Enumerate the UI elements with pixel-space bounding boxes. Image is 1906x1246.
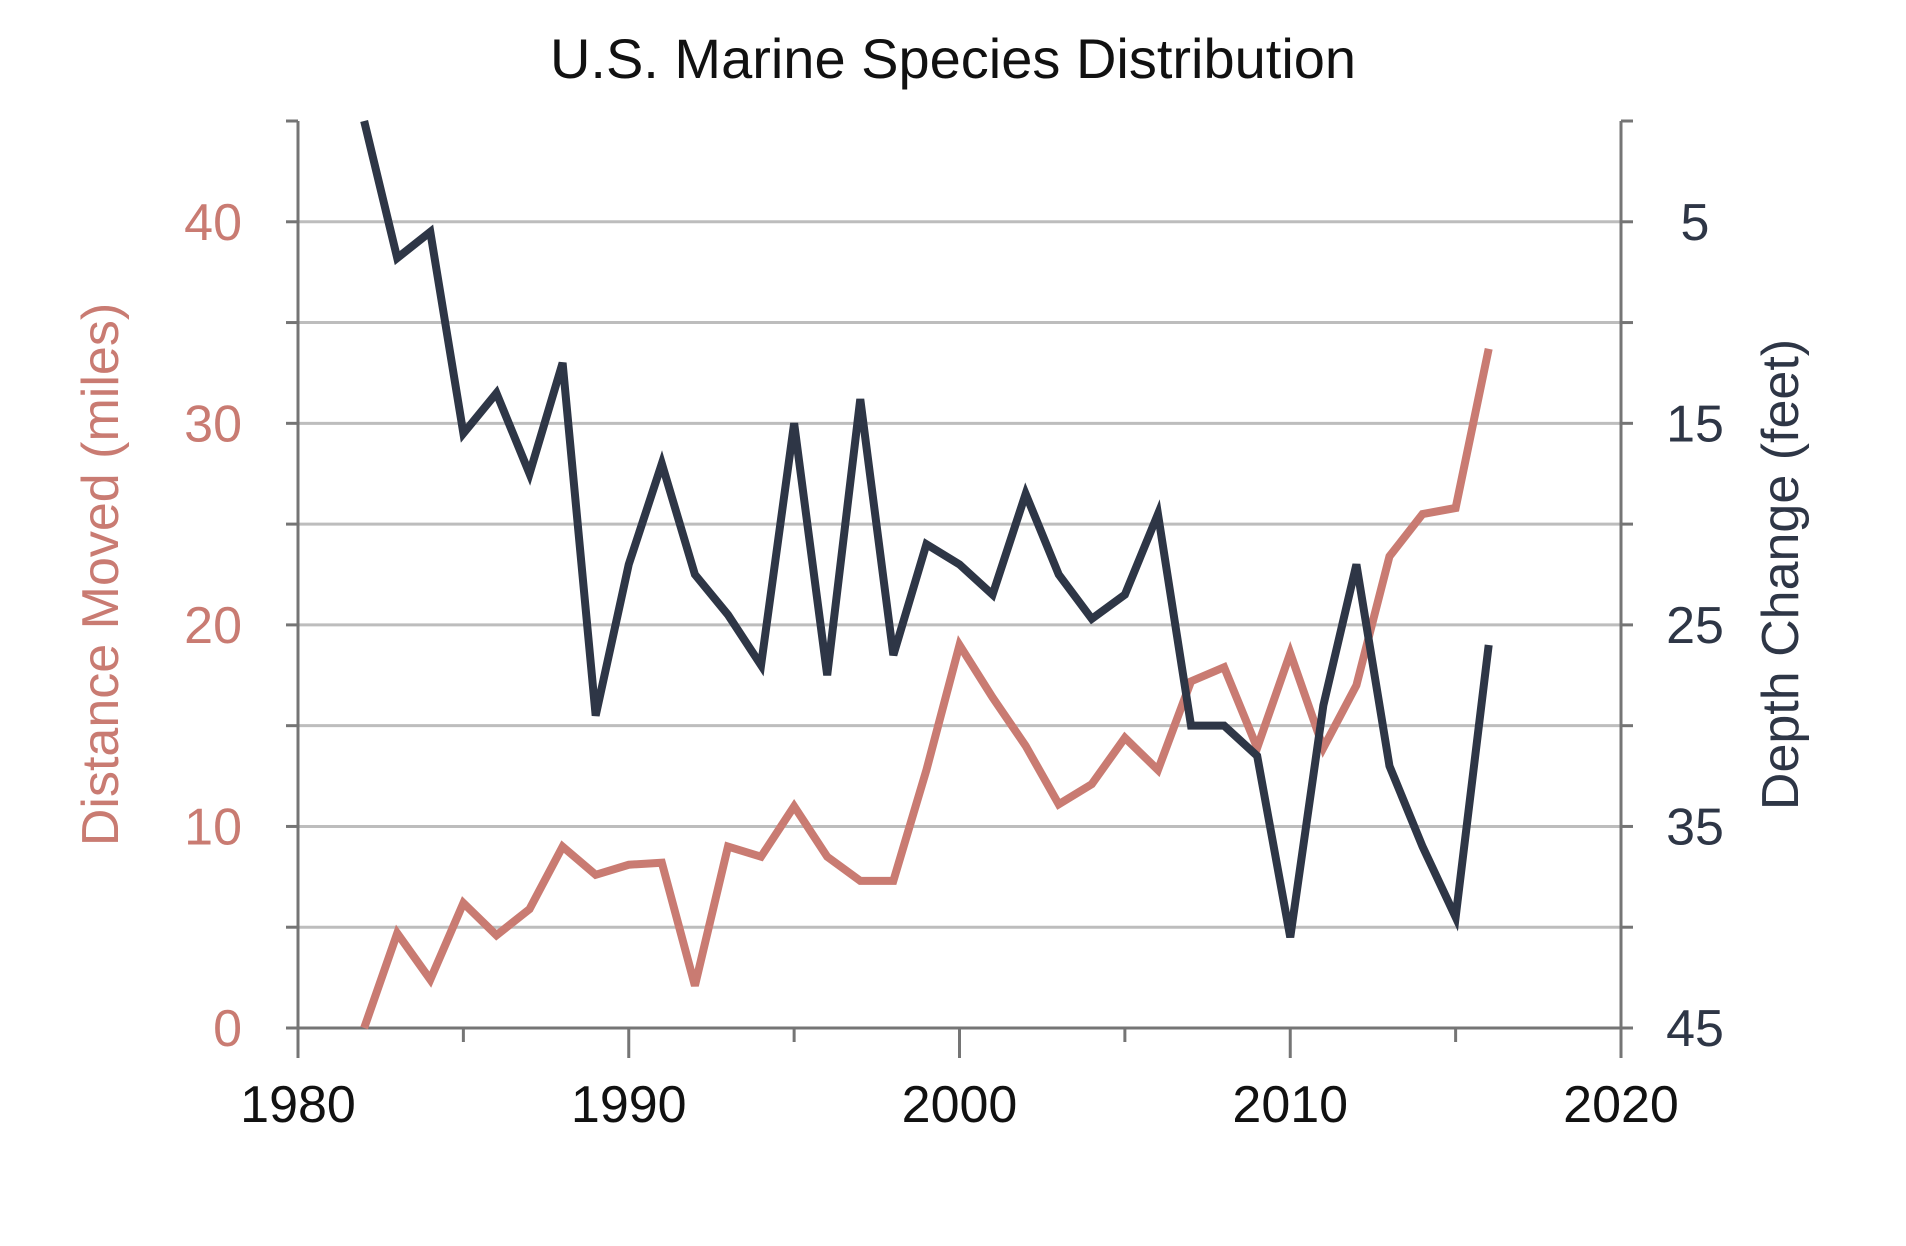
- tick-labels: 0 10 20 30 40 5 15 25 35 45 1980 1990 2000 2010 2020: [184, 194, 1724, 1134]
- y-right-tick-label: 25: [1666, 597, 1724, 655]
- x-tick-label: 2000: [902, 1076, 1018, 1134]
- series-lines: [360, 120, 1493, 1030]
- y-left-tick-label: 10: [184, 798, 242, 856]
- axes: [286, 119, 1633, 1058]
- y-right-tick-label: 35: [1666, 798, 1724, 856]
- grid-lines: [298, 220, 1621, 929]
- x-tick-label: 1990: [571, 1076, 687, 1134]
- y-axis-title-right: Depth Change (feet): [1752, 339, 1810, 810]
- y-left-tick-label: 40: [184, 194, 242, 252]
- x-tick-label: 1980: [240, 1076, 356, 1134]
- x-tick-label: 2010: [1232, 1076, 1348, 1134]
- distance-series-line: [360, 347, 1493, 1030]
- y-axis-title-left: Distance Moved (miles): [72, 303, 130, 846]
- depth-series-line: [360, 120, 1493, 939]
- y-left-tick-label: 30: [184, 395, 242, 453]
- y-right-tick-label: 15: [1666, 395, 1724, 453]
- x-tick-label: 2020: [1563, 1076, 1679, 1134]
- y-left-tick-label: 0: [213, 1000, 242, 1058]
- y-right-tick-label: 5: [1681, 194, 1710, 252]
- y-right-tick-label: 45: [1666, 1000, 1724, 1058]
- y-left-tick-label: 20: [184, 597, 242, 655]
- chart-title: U.S. Marine Species Distribution: [550, 27, 1356, 90]
